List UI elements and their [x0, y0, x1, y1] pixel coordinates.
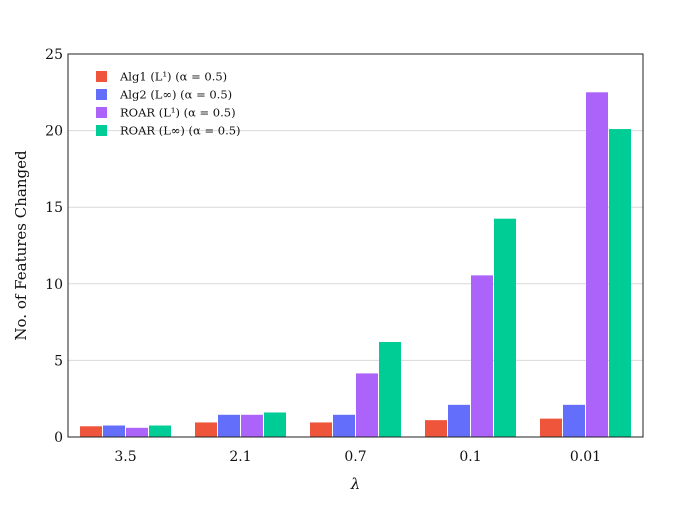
x-tick-label: 0.01: [570, 449, 601, 465]
x-tick-label: 0.7: [344, 449, 366, 465]
bar-series-2-0.7: [333, 414, 355, 437]
bar-series-4-2.1: [264, 412, 286, 437]
bar-series-3-0.01: [586, 92, 608, 438]
legend: Alg1 (L¹) (α = 0.5) Alg2 (L∞) (α = 0.5) RO…: [96, 70, 241, 138]
legend-label: ROAR (L∞) (α = 0.5): [120, 124, 241, 138]
bar-series-4-0.7: [379, 342, 401, 437]
x-tick-label: 3.5: [114, 449, 136, 465]
y-axis-title: No. of Features Changed: [12, 150, 30, 341]
bar-series-3-3.5: [126, 427, 148, 437]
legend-swatch: [96, 71, 107, 82]
bar-series-4-0.01: [609, 129, 631, 437]
bars: [80, 92, 631, 438]
bar-series-2-0.1: [448, 404, 470, 437]
bar-series-1-0.1: [425, 420, 447, 437]
bar-series-1-3.5: [80, 426, 102, 437]
x-tick-label: 2.1: [229, 449, 251, 465]
bar-series-3-2.1: [241, 414, 263, 437]
y-axis-ticks: 0 5 10 15 20 25: [45, 47, 63, 446]
bar-series-4-0.1: [494, 218, 516, 437]
bar-series-3-0.7: [356, 373, 378, 437]
plot-frame: [67, 53, 644, 438]
y-tick-label: 15: [45, 200, 63, 216]
y-tick-label: 10: [45, 277, 63, 293]
x-axis-title: λ: [350, 475, 361, 493]
bar-series-2-0.01: [563, 404, 585, 437]
bar-series-1-0.7: [310, 422, 332, 437]
bar-series-2-3.5: [103, 425, 125, 437]
x-axis-ticks: 3.5 2.1 0.7 0.1 0.01: [114, 449, 601, 465]
legend-label: Alg2 (L∞) (α = 0.5): [119, 88, 232, 102]
legend-swatch: [96, 125, 107, 136]
legend-swatch: [96, 107, 107, 118]
x-tick-label: 0.1: [459, 449, 481, 465]
grid-lines: [68, 130, 643, 361]
bar-series-1-0.01: [540, 418, 562, 437]
y-tick-label: 0: [54, 430, 63, 446]
y-tick-label: 20: [45, 124, 63, 140]
bar-series-3-0.1: [471, 275, 493, 437]
legend-label: ROAR (L¹) (α = 0.5): [120, 106, 236, 120]
bar-series-2-2.1: [218, 414, 240, 437]
bar-series-1-2.1: [195, 422, 217, 437]
y-tick-label: 5: [54, 353, 63, 369]
legend-label: Alg1 (L¹) (α = 0.5): [119, 70, 227, 84]
bar-series-4-3.5: [149, 425, 171, 437]
y-tick-label: 25: [45, 47, 63, 63]
legend-swatch: [96, 89, 107, 100]
